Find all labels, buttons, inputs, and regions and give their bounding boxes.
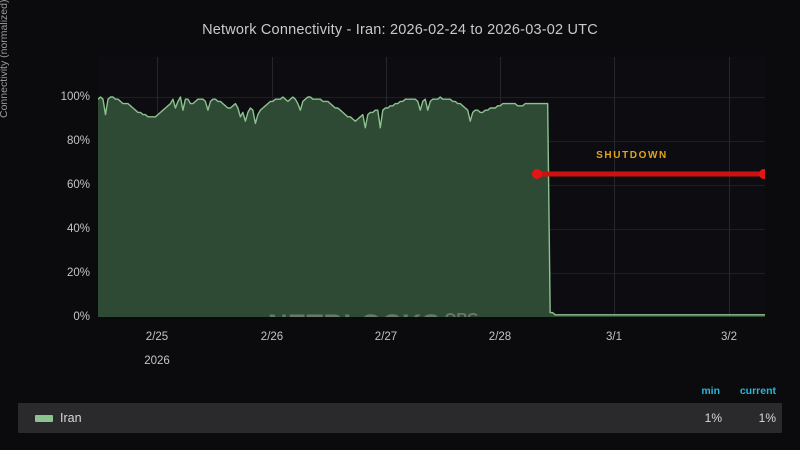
- legend-min-value: 1%: [704, 411, 722, 425]
- y-tick-80: 80%: [66, 135, 90, 147]
- gridline-v-5: [729, 57, 730, 317]
- shutdown-marker-start: [532, 169, 542, 179]
- x-axis-year: 2026: [144, 355, 170, 367]
- plot-inner: NETBLOCKS.ORG MAPPING INTERNET FREEDOM: [98, 57, 765, 317]
- page-title: Network Connectivity - Iran: 2026-02-24 …: [202, 22, 598, 38]
- x-tick-0: 2/25: [145, 331, 169, 343]
- legend-col-current: current: [739, 385, 776, 397]
- shutdown-marker-end: [759, 169, 765, 179]
- gridline-h-100: [98, 97, 765, 98]
- y-tick-40: 40%: [66, 223, 90, 235]
- shutdown-span-line: [532, 169, 765, 179]
- legend-swatch-icon: [35, 415, 53, 422]
- y-tick-60: 60%: [66, 179, 90, 191]
- legend-series-name: Iran: [60, 411, 82, 425]
- plot-area: NETBLOCKS.ORG MAPPING INTERNET FREEDOM: [98, 57, 765, 317]
- x-tick-5: 3/2: [721, 331, 737, 343]
- legend-row-iran[interactable]: Iran 1% 1%: [18, 403, 782, 433]
- x-tick-2: 2/27: [374, 331, 398, 343]
- series-line: [98, 96, 765, 316]
- gridline-v-4: [614, 57, 615, 317]
- legend-col-min: min: [701, 385, 720, 397]
- series-area-fill: [98, 97, 765, 317]
- shutdown-label: SHUTDOWN: [596, 150, 668, 161]
- x-tick-3: 2/28: [488, 331, 512, 343]
- x-tick-1: 2/26: [260, 331, 284, 343]
- y-tick-20: 20%: [66, 267, 90, 279]
- y-tick-100: 100%: [60, 91, 90, 103]
- legend-current-value: 1%: [758, 411, 776, 425]
- x-tick-4: 3/1: [606, 331, 622, 343]
- connectivity-series-iran: [98, 96, 765, 317]
- y-tick-0: 0%: [73, 311, 90, 323]
